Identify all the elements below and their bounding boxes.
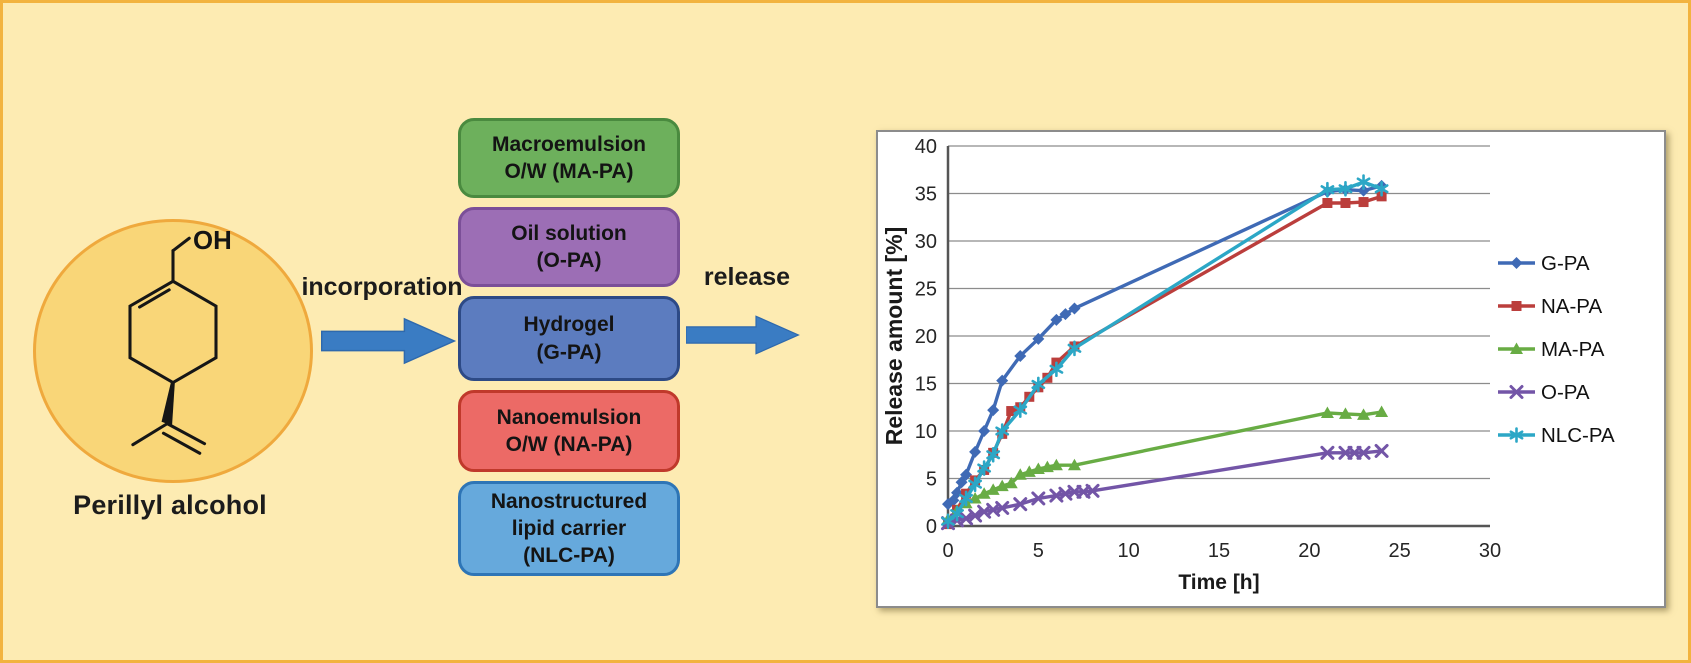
x-tick-label: 10 (1118, 540, 1140, 562)
formulation-box-3: Nanoemulsion O/W (NA-PA) (458, 390, 680, 472)
x-tick-label: 15 (1208, 540, 1230, 562)
y-tick-label: 10 (915, 421, 937, 443)
x-tick-label: 0 (942, 540, 953, 562)
formulation-box-line: (O-PA) (536, 249, 602, 272)
molecule-circle: OH (33, 219, 313, 483)
legend-label: G-PA (1541, 252, 1590, 275)
series-NLC-PA (941, 174, 1389, 530)
formulation-box-line: Hydrogel (523, 313, 615, 337)
release-chart-panel: 0 5 10 15 20 25 30 35 40 0 5 10 15 20 25 30 Release amou… (876, 130, 1666, 608)
formulation-box-2: Hydrogel (G-PA) (458, 296, 680, 381)
formulation-box-line: lipid carrier (511, 516, 627, 540)
formulation-box-1: Oil solution (O-PA) (458, 207, 680, 287)
series-G-PA (942, 179, 1388, 511)
y-tick-label: 0 (926, 516, 937, 538)
x-tick-label: 20 (1298, 540, 1320, 562)
formulation-box-line: Nanoemulsion (496, 405, 642, 429)
formulation-box-line: Nanostructured (490, 489, 648, 513)
y-axis-title: Release amount [%] (881, 227, 907, 446)
formulation-box-4: Nanostructured lipid carrier (NLC-PA) (458, 481, 680, 576)
legend-label: NA-PA (1541, 295, 1602, 318)
legend-entry-G-PA: G-PA (1498, 252, 1590, 275)
release-label: release (703, 263, 791, 291)
formulation-box-line: Macroemulsion (491, 132, 647, 156)
legend-entry-NA-PA: NA-PA (1498, 295, 1602, 318)
legend-label: O-PA (1541, 381, 1590, 404)
molecule-label: Perillyl alcohol (73, 490, 267, 520)
x-tick-label: 25 (1389, 540, 1411, 562)
y-tick-label: 40 (915, 136, 937, 158)
incorporation-arrow-icon (321, 317, 457, 365)
x-axis-title: Time [h] (1178, 571, 1259, 594)
y-tick-label: 15 (915, 374, 937, 396)
series-O-PA (941, 443, 1389, 531)
y-tick-label: 35 (915, 184, 937, 206)
release-arrow-icon (686, 315, 800, 355)
y-tick-label: 30 (915, 231, 937, 253)
legend-entry-NLC-PA: NLC-PA (1498, 424, 1615, 447)
x-tick-label: 5 (1033, 540, 1044, 562)
y-tick-label: 20 (915, 326, 937, 348)
formulation-list: Macroemulsion O/W (MA-PA) Oil solution (O-P… (458, 118, 680, 585)
stereo-wedge-bond (161, 381, 175, 426)
formulation-box-line: (NLC-PA) (523, 544, 615, 568)
y-tick-label: 5 (926, 469, 937, 491)
formulation-box-line: O/W (NA-PA) (505, 433, 633, 456)
formulation-box-line: (G-PA) (536, 340, 602, 364)
x-tick-label: 30 (1479, 540, 1501, 562)
legend-label: NLC-PA (1541, 424, 1615, 447)
y-tick-label: 25 (915, 279, 937, 301)
release-line-chart: 0 5 10 15 20 25 30 35 40 0 5 10 15 20 25 30 Release amou… (881, 136, 1615, 594)
hydroxyl-label: OH (193, 227, 232, 255)
legend-label: MA-PA (1541, 338, 1605, 361)
formulation-box-0: Macroemulsion O/W (MA-PA) (458, 118, 680, 198)
incorporation-label: incorporation (301, 273, 463, 301)
formulation-box-line: Oil solution (511, 221, 627, 245)
perillyl-alcohol-structure: OH (128, 227, 232, 455)
legend-entry-O-PA: O-PA (1498, 381, 1590, 404)
legend-entry-MA-PA: MA-PA (1498, 338, 1605, 361)
formulation-box-line: O/W (MA-PA) (504, 160, 634, 183)
